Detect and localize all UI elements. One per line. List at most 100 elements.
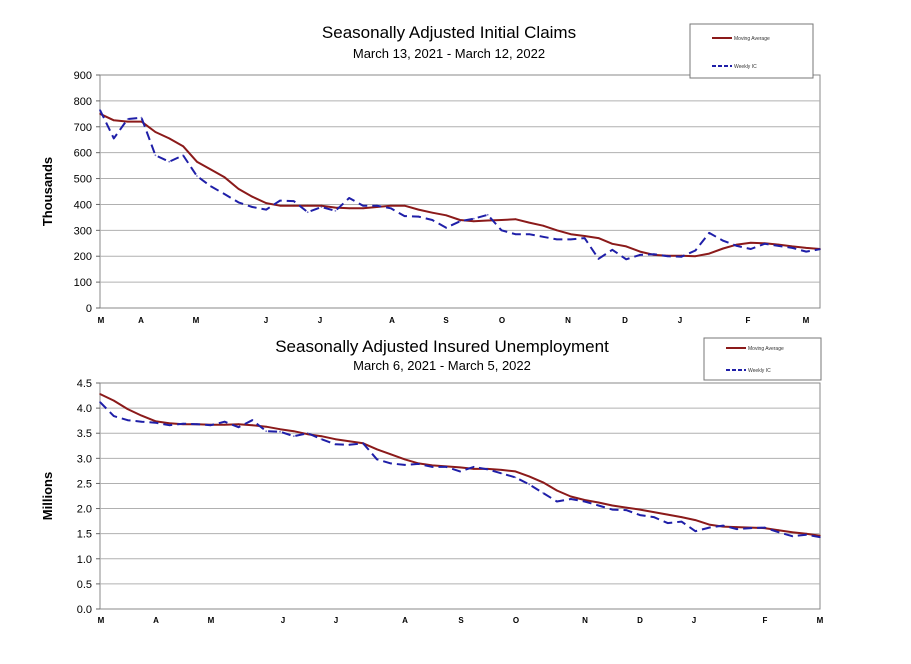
y-tick-label: 1.0	[77, 554, 92, 566]
data-point	[652, 516, 655, 518]
data-point	[292, 435, 295, 438]
data-point	[708, 252, 711, 255]
data-point	[556, 238, 558, 241]
data-point	[708, 232, 711, 234]
data-point	[722, 239, 724, 242]
x-tick-label: F	[746, 316, 751, 325]
data-point	[611, 242, 614, 245]
data-point	[306, 432, 309, 435]
y-axis-label: Thousands	[40, 157, 55, 226]
data-point	[431, 219, 434, 221]
data-point	[265, 208, 268, 211]
data-point	[583, 235, 586, 237]
data-point	[625, 258, 628, 261]
y-tick-label: 4.5	[77, 378, 92, 390]
data-point	[223, 420, 226, 423]
legend-box	[689, 23, 814, 79]
data-point	[140, 116, 143, 119]
data-point	[569, 233, 572, 236]
data-point	[542, 235, 544, 238]
data-point	[168, 160, 171, 163]
data-point	[154, 421, 157, 424]
data-point	[736, 245, 738, 247]
data-point	[542, 481, 544, 484]
data-point	[680, 520, 683, 523]
legend: Moving Average Weekly IC	[689, 23, 814, 79]
y-tick-label: 2.0	[77, 504, 92, 516]
x-tick-label: M	[803, 316, 810, 325]
data-point	[583, 237, 586, 240]
data-point	[652, 511, 655, 513]
data-point	[126, 419, 129, 422]
x-tick-label: M	[98, 616, 105, 625]
data-point	[472, 220, 475, 223]
data-point	[791, 247, 794, 249]
plot-frame	[99, 74, 821, 309]
data-point	[334, 443, 337, 446]
data-point	[528, 483, 531, 486]
data-point	[611, 248, 614, 251]
data-point	[722, 247, 724, 250]
x-tick-label: N	[565, 316, 571, 325]
data-point	[777, 531, 780, 534]
data-point	[140, 420, 143, 423]
x-tick-label: D	[637, 616, 643, 625]
data-point	[791, 535, 794, 538]
x-tick-label: J	[678, 316, 682, 325]
data-point	[209, 168, 212, 171]
x-tick-label: J	[264, 316, 268, 325]
legend-label: Weekly IC	[734, 64, 757, 70]
data-point	[472, 468, 475, 470]
data-point	[112, 399, 115, 402]
data-point	[320, 435, 323, 438]
data-point	[514, 233, 517, 236]
x-tick-label: J	[334, 616, 338, 625]
data-point	[251, 424, 254, 427]
data-point	[639, 250, 641, 253]
x-tick-label: A	[138, 316, 144, 325]
data-point	[320, 438, 323, 441]
data-point	[556, 489, 558, 492]
y-tick-label: 600	[74, 148, 92, 160]
chart-subtitle: March 6, 2021 - March 5, 2022	[353, 358, 531, 373]
data-point	[694, 530, 697, 533]
data-point	[251, 206, 254, 208]
x-tick-label: J	[692, 616, 696, 625]
x-tick-label: S	[458, 616, 464, 625]
data-point	[196, 160, 198, 163]
data-point	[279, 204, 281, 207]
data-point	[749, 248, 752, 250]
data-point	[694, 255, 697, 258]
x-tick-label: A	[389, 316, 395, 325]
data-point	[639, 508, 641, 511]
data-point	[417, 208, 420, 211]
data-point	[223, 423, 226, 426]
data-point	[126, 118, 129, 120]
y-tick-label: 300	[74, 225, 92, 237]
data-point	[279, 428, 281, 431]
data-point	[362, 207, 364, 210]
data-point	[334, 210, 337, 212]
data-point	[542, 492, 544, 494]
data-point	[362, 204, 364, 207]
data-point	[389, 462, 392, 465]
data-point	[556, 229, 558, 232]
data-point	[279, 199, 281, 202]
x-tick-label: F	[763, 616, 768, 625]
data-point	[196, 423, 198, 426]
legend-label: Weekly IC	[748, 368, 771, 374]
data-point	[528, 233, 531, 236]
data-point	[597, 237, 600, 240]
data-point	[99, 401, 101, 403]
data-point	[459, 470, 461, 473]
data-point	[666, 513, 669, 516]
data-point	[99, 109, 101, 111]
data-point	[736, 526, 738, 528]
legend-label: Moving Average	[748, 346, 784, 352]
data-point	[237, 423, 240, 426]
data-point	[514, 476, 517, 479]
data-point	[376, 458, 378, 461]
data-point	[348, 197, 351, 199]
